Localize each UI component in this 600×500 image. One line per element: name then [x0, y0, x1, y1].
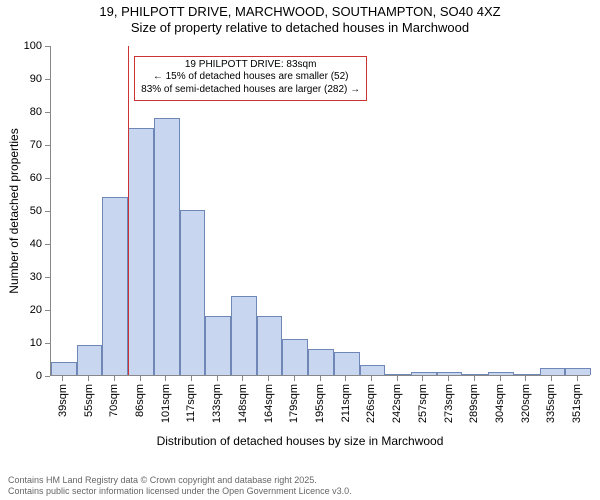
xtick-label: 179sqm	[288, 384, 300, 423]
xtick-label: 257sqm	[417, 384, 429, 423]
attribution-footer: Contains HM Land Registry data © Crown c…	[8, 475, 352, 496]
xtick-mark	[551, 376, 552, 381]
xtick-mark	[345, 376, 346, 381]
xtick-label: 242sqm	[391, 384, 403, 423]
xtick-label: 289sqm	[468, 384, 480, 423]
ytick-mark	[45, 46, 50, 47]
ytick-label: 20	[30, 304, 42, 316]
xtick-mark	[525, 376, 526, 381]
histogram-bar	[462, 374, 488, 375]
histogram-bar	[411, 372, 437, 375]
ytick-mark	[45, 178, 50, 179]
xtick-mark	[88, 376, 89, 381]
xtick-label: 211sqm	[340, 384, 352, 422]
histogram-bar	[282, 339, 308, 375]
xtick-label: 320sqm	[520, 384, 532, 423]
ytick-label: 50	[30, 205, 42, 217]
ytick-label: 80	[30, 106, 42, 118]
xtick-mark	[62, 376, 63, 381]
ytick-mark	[45, 343, 50, 344]
y-axis-label: Number of detached properties	[7, 128, 21, 293]
histogram-bar	[334, 352, 360, 375]
xtick-mark	[422, 376, 423, 381]
xtick-mark	[397, 376, 398, 381]
xtick-label: 148sqm	[237, 384, 249, 423]
chart-title-subtitle: Size of property relative to detached ho…	[0, 20, 600, 36]
xtick-label: 133sqm	[211, 384, 223, 423]
xtick-mark	[165, 376, 166, 381]
xtick-mark	[294, 376, 295, 381]
subject-property-vline	[128, 46, 129, 375]
ytick-label: 60	[30, 172, 42, 184]
ytick-mark	[45, 277, 50, 278]
chart-title-address: 19, PHILPOTT DRIVE, MARCHWOOD, SOUTHAMPT…	[0, 4, 600, 20]
ytick-label: 30	[30, 271, 42, 283]
xtick-mark	[191, 376, 192, 381]
xtick-label: 55sqm	[83, 384, 95, 417]
xtick-label: 164sqm	[263, 384, 275, 423]
histogram-bar	[205, 316, 231, 375]
ytick-mark	[45, 112, 50, 113]
xtick-mark	[577, 376, 578, 381]
histogram-bar	[128, 128, 154, 376]
ytick-mark	[45, 145, 50, 146]
histogram-bar	[51, 362, 77, 375]
histogram-bar	[565, 368, 591, 375]
histogram-bar	[360, 365, 386, 375]
xtick-mark	[268, 376, 269, 381]
xtick-label: 39sqm	[57, 384, 69, 417]
xtick-mark	[242, 376, 243, 381]
histogram-bar	[385, 374, 411, 375]
ytick-mark	[45, 79, 50, 80]
ytick-label: 40	[30, 238, 42, 250]
xtick-label: 195sqm	[314, 384, 326, 423]
histogram-bar	[437, 372, 463, 375]
ytick-mark	[45, 244, 50, 245]
xtick-label: 335sqm	[545, 384, 557, 423]
xtick-mark	[217, 376, 218, 381]
histogram-bar	[488, 372, 514, 375]
xtick-label: 304sqm	[494, 384, 506, 423]
x-axis-label: Distribution of detached houses by size …	[157, 434, 444, 448]
ytick-mark	[45, 310, 50, 311]
footer-line-2: Contains public sector information licen…	[8, 486, 352, 496]
xtick-mark	[371, 376, 372, 381]
annotation-line-3: 83% of semi-detached houses are larger (…	[141, 84, 360, 97]
xtick-label: 86sqm	[134, 384, 146, 417]
plot-area: 19 PHILPOTT DRIVE: 83sqm← 15% of detache…	[50, 46, 590, 376]
histogram-bar	[77, 345, 103, 375]
xtick-label: 273sqm	[443, 384, 455, 423]
xtick-label: 101sqm	[160, 384, 172, 423]
histogram-bar	[180, 210, 206, 375]
annotation-line-2: ← 15% of detached houses are smaller (52…	[141, 71, 360, 84]
xtick-label: 70sqm	[108, 384, 120, 417]
ytick-label: 0	[36, 370, 42, 382]
histogram-bar	[257, 316, 283, 375]
histogram-bar	[102, 197, 128, 375]
histogram-bar	[231, 296, 257, 375]
xtick-mark	[114, 376, 115, 381]
xtick-mark	[320, 376, 321, 381]
xtick-label: 226sqm	[365, 384, 377, 423]
histogram-bar	[308, 349, 334, 375]
xtick-mark	[448, 376, 449, 381]
footer-line-1: Contains HM Land Registry data © Crown c…	[8, 475, 352, 485]
ytick-label: 90	[30, 73, 42, 85]
xtick-mark	[500, 376, 501, 381]
ytick-label: 100	[24, 40, 42, 52]
annotation-box: 19 PHILPOTT DRIVE: 83sqm← 15% of detache…	[134, 56, 367, 102]
histogram-bar	[540, 368, 566, 375]
ytick-label: 70	[30, 139, 42, 151]
xtick-label: 117sqm	[185, 384, 197, 422]
ytick-mark	[45, 211, 50, 212]
ytick-mark	[45, 376, 50, 377]
ytick-label: 10	[30, 337, 42, 349]
histogram-bar	[154, 118, 180, 375]
histogram-bar	[514, 374, 540, 375]
xtick-mark	[140, 376, 141, 381]
annotation-line-1: 19 PHILPOTT DRIVE: 83sqm	[141, 59, 360, 72]
xtick-label: 351sqm	[571, 384, 583, 423]
xtick-mark	[474, 376, 475, 381]
